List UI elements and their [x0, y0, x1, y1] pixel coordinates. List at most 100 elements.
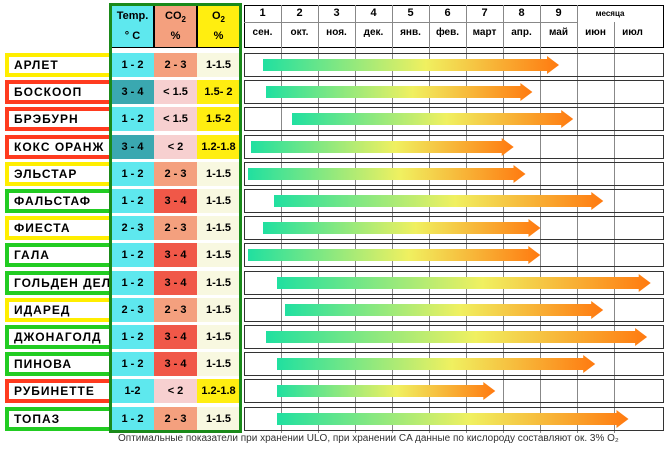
co2-header-line1: CO2 — [165, 10, 186, 25]
co2-cell: 2 - 3 — [154, 406, 197, 431]
storage-period-arrow — [262, 219, 540, 238]
month-name: апр. — [511, 27, 532, 38]
o2-cell: 1-1.5 — [197, 189, 240, 213]
storage-period-bar — [251, 137, 515, 156]
month-gridline — [540, 5, 541, 433]
temperature-cell: 1 - 2 — [111, 53, 154, 77]
timeline-row — [244, 80, 664, 105]
temperature-cell: 1 - 2 — [111, 352, 154, 377]
storage-period-arrow — [292, 110, 574, 129]
month-name: ноя. — [326, 27, 347, 38]
footer-note: Оптимальные показатели при хранении ULO,… — [118, 433, 619, 444]
month-name: июн — [585, 27, 606, 38]
o2-header-line2: % — [213, 30, 224, 42]
month-number: 3 — [333, 7, 340, 19]
o2-header-line1: O2 — [211, 10, 225, 25]
storage-period-arrow — [277, 355, 596, 374]
o2-cell: 1-1.5 — [197, 243, 240, 268]
month-number: 1 — [259, 7, 266, 19]
timeline-row — [244, 243, 664, 268]
month-name: июл — [622, 27, 643, 38]
temperature-cell: 1 - 2 — [111, 161, 154, 186]
o2-cell: 1-1.5 — [197, 53, 240, 77]
storage-period-bar — [266, 328, 648, 346]
month-gridline — [577, 5, 578, 433]
temp-header: Temp. ° C — [111, 5, 154, 48]
month-gridline — [392, 5, 393, 433]
storage-period-bar — [247, 164, 526, 183]
co2-cell: 3 - 4 — [154, 270, 197, 295]
storage-period-bar — [247, 246, 540, 265]
timeline-row — [244, 189, 664, 213]
month-name: сен. — [252, 27, 273, 38]
month-number: 4 — [370, 7, 377, 19]
o2-cell: 1.2-1.8 — [197, 379, 240, 404]
temperature-cell: 2 - 3 — [111, 297, 154, 322]
temperature-cell: 1 - 2 — [111, 406, 154, 431]
temperature-cell: 1 - 2 — [111, 243, 154, 268]
month-gridline — [355, 5, 356, 433]
storage-period-bar — [266, 83, 533, 102]
co2-cell: 2 - 3 — [154, 216, 197, 241]
temperature-cell: 1 - 2 — [111, 189, 154, 213]
month-number: 6 — [444, 7, 451, 19]
month-gridline — [466, 5, 467, 433]
month-name: май — [549, 27, 568, 38]
co2-header-line2: % — [170, 30, 181, 42]
timeline-row — [244, 216, 664, 241]
co2-cell: 2 - 3 — [154, 161, 197, 186]
month-name: дек. — [363, 27, 384, 38]
temp-header-line2: ° C — [124, 30, 141, 42]
co2-cell: 3 - 4 — [154, 352, 197, 377]
timeline-row — [244, 53, 664, 77]
storage-period-arrow — [266, 328, 648, 346]
co2-cell: 3 - 4 — [154, 243, 197, 268]
month-gridline — [614, 22, 615, 433]
temperature-cell: 3 - 4 — [111, 134, 154, 159]
storage-period-bar — [277, 382, 496, 401]
storage-period-bar — [262, 56, 559, 74]
co2-cell: 3 - 4 — [154, 189, 197, 213]
month-number: 8 — [518, 7, 525, 19]
month-name: окт. — [290, 27, 309, 38]
timeline-row — [244, 161, 664, 186]
months-header-box — [244, 5, 664, 48]
storage-period-arrow — [266, 83, 533, 102]
temperature-cell: 1-2 — [111, 379, 154, 404]
month-name: март — [472, 27, 497, 38]
o2-cell: 1-1.5 — [197, 161, 240, 186]
month-number: 5 — [407, 7, 414, 19]
timeline-row — [244, 134, 664, 159]
o2-cell: 1-1.5 — [197, 325, 240, 349]
month-gridline — [503, 5, 504, 433]
temperature-cell: 3 - 4 — [111, 80, 154, 105]
temperature-cell: 1 - 2 — [111, 270, 154, 295]
timeline-row — [244, 406, 664, 431]
month-number: 7 — [481, 7, 488, 19]
o2-header: O2 % — [197, 5, 240, 48]
co2-cell: 2 - 3 — [154, 53, 197, 77]
co2-cell: < 2 — [154, 379, 197, 404]
storage-period-arrow — [277, 273, 651, 292]
temperature-cell: 2 - 3 — [111, 216, 154, 241]
months-label: месяца — [595, 9, 625, 18]
storage-period-arrow — [247, 164, 526, 183]
month-gridline — [281, 5, 282, 433]
timeline-row — [244, 325, 664, 349]
storage-period-bar — [277, 409, 629, 428]
co2-cell: < 1.5 — [154, 80, 197, 105]
o2-cell: 1.2-1.8 — [197, 134, 240, 159]
month-number: 9 — [555, 7, 562, 19]
timeline-row — [244, 107, 664, 132]
storage-period-bar — [284, 300, 603, 319]
timeline-row — [244, 352, 664, 377]
month-gridline — [429, 5, 430, 433]
storage-period-bar — [277, 355, 596, 374]
storage-period-arrow — [284, 300, 603, 319]
o2-cell: 1.5-2 — [197, 107, 240, 132]
month-name: янв. — [400, 27, 421, 38]
o2-cell: 1-1.5 — [197, 270, 240, 295]
co2-header: CO2 % — [154, 5, 197, 48]
storage-period-arrow — [262, 56, 559, 74]
